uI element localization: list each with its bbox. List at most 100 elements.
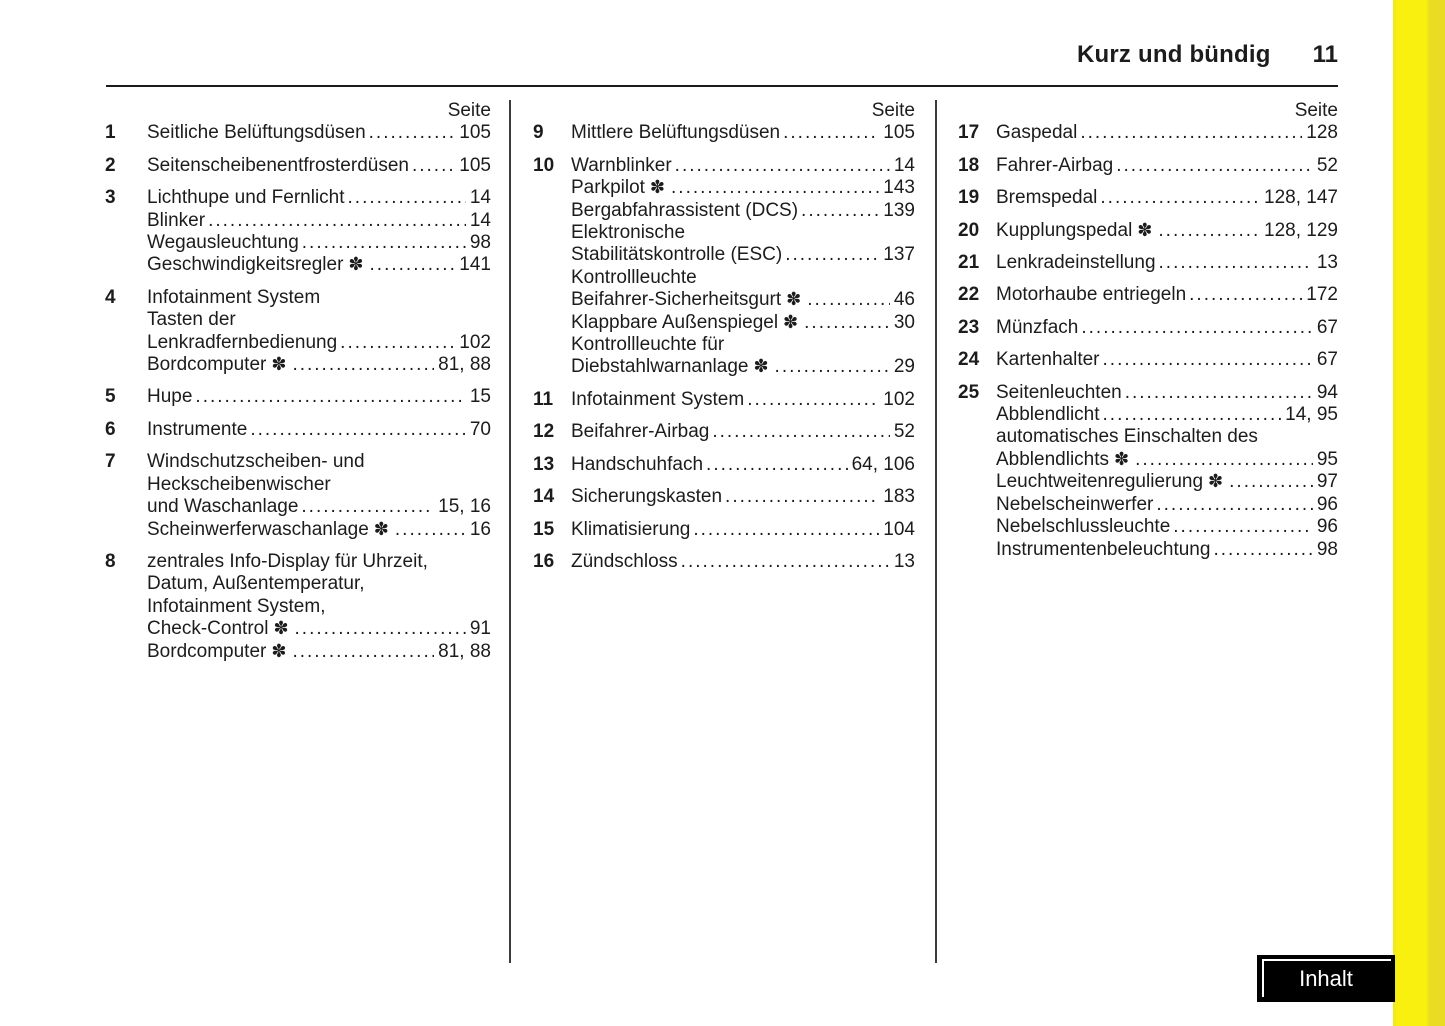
index-item: 9 Mittlere Belüftungsdüsen 105	[533, 122, 915, 144]
index-line: Bordcomputer✽ 81, 88	[147, 641, 491, 663]
entry-page-number: 64, 106	[851, 453, 915, 475]
item-number: 15	[533, 518, 555, 540]
entry-page-number: 81, 88	[438, 354, 491, 376]
entry-page-number: 102	[459, 331, 491, 353]
entry-label: Elektronische	[571, 222, 686, 244]
item-lines: Seitliche Belüftungsdüsen 105	[147, 122, 491, 144]
index-line: Kartenhalter 67	[996, 349, 1338, 371]
item-lines: Lichthupe und Fernlicht14Blinker14Wegaus…	[147, 187, 491, 277]
page-header: Kurz und bündig 11	[1077, 41, 1338, 69]
entry-page-number: 29	[893, 356, 915, 378]
index-item: 24 Kartenhalter 67	[958, 349, 1338, 371]
dot-leader	[208, 210, 466, 232]
item-lines: Fahrer-Airbag 52	[996, 155, 1338, 177]
index-item: 22 Motorhaube entriegeln 172	[958, 284, 1338, 306]
item-number: 13	[533, 453, 555, 475]
index-line: Datum, Außentemperatur,	[147, 573, 491, 595]
index-line: Hupe 15	[147, 386, 491, 408]
seite-heading: Seite	[447, 100, 491, 121]
optional-equipment-flower-icon: ✽	[649, 177, 666, 199]
entry-label: Zündschloss	[571, 550, 678, 572]
dot-leader	[1158, 220, 1260, 242]
item-lines: Zündschloss 13	[571, 551, 915, 573]
index-item: 1 Seitliche Belüftungsdüsen 105	[105, 122, 491, 144]
seite-heading: Seite	[871, 100, 915, 121]
index-line: Fahrer-Airbag 52	[996, 155, 1338, 177]
entry-label: Münzfach	[996, 316, 1079, 338]
item-lines: Motorhaube entriegeln 172	[996, 284, 1338, 306]
entry-page-number: 14, 95	[1285, 404, 1338, 426]
optional-equipment-flower-icon: ✽	[373, 518, 389, 540]
entry-page-number: 143	[883, 177, 915, 199]
dot-leader	[675, 155, 890, 177]
entry-label: Klimatisierung	[571, 518, 691, 540]
item-lines: Sicherungskasten 183	[571, 486, 915, 508]
item-lines: Klimatisierung 104	[571, 519, 915, 541]
entry-label: Beifahrer-Sicherheitsgurt	[571, 289, 782, 311]
index-line: Infotainment System 102	[571, 389, 915, 411]
dot-leader	[671, 177, 879, 199]
entry-label: Lenkradfernbedienung	[147, 331, 338, 353]
dot-leader	[369, 122, 456, 144]
index-item: 20 Kupplungspedal✽ 128, 129	[958, 220, 1338, 242]
dot-leader	[801, 200, 879, 222]
dot-leader	[785, 244, 879, 266]
item-lines: Seitenleuchten 94 Abblendlicht 14, 95 automa…	[996, 382, 1338, 561]
page-number: 11	[1312, 41, 1338, 68]
index-line: Klimatisierung 104	[571, 519, 915, 541]
entry-label: Blinker	[147, 209, 206, 231]
index-line: Parkpilot✽ 143	[571, 177, 915, 199]
entry-label: Kontrollleuchte für	[571, 334, 725, 356]
entry-label: Handschuhfach	[571, 453, 704, 475]
item-number: 5	[105, 386, 116, 408]
entry-label: Geschwindigkeitsregler	[147, 254, 344, 276]
header-rule	[106, 85, 1338, 87]
entry-label: Wegausleuchtung	[147, 232, 299, 254]
index-line: Seitenscheibenentfrosterdüsen 105	[147, 155, 491, 177]
entry-page-number: 172	[1306, 284, 1338, 306]
index-line: Stabilitätskontrolle (ESC) 137	[571, 244, 915, 266]
index-line: zentrales Info-Display für Uhrzeit,	[147, 551, 491, 573]
entry-page-number: 16	[469, 518, 491, 540]
entry-label: zentrales Info-Display für Uhrzeit,	[147, 550, 428, 572]
entry-label: Bordcomputer	[147, 640, 267, 662]
index-line: Zündschloss 13	[571, 551, 915, 573]
entry-label: automatisches Einschalten des	[996, 426, 1258, 448]
inhalt-button[interactable]: Inhalt	[1257, 955, 1395, 1002]
entry-page-number: 128	[1306, 122, 1338, 144]
entry-page-number: 14	[893, 154, 915, 176]
dot-leader	[1103, 404, 1282, 426]
item-lines: Kartenhalter 67	[996, 349, 1338, 371]
dot-leader	[775, 356, 890, 378]
index-line: Gaspedal 128	[996, 122, 1338, 144]
item-number: 24	[958, 349, 980, 371]
entry-page-number: 67	[1316, 349, 1338, 371]
entry-label: Kontrollleuchte	[571, 266, 697, 288]
index-line: Blinker 14	[147, 210, 491, 232]
entry-label: Leuchtweitenregulierung	[996, 471, 1204, 493]
entry-page-number: 96	[1316, 493, 1338, 515]
index-line: Instrumente 70	[147, 419, 491, 441]
index-line: Check-Control✽ 91	[147, 618, 491, 640]
entry-page-number: 183	[883, 486, 915, 508]
entry-page-number: 128, 147	[1264, 187, 1338, 209]
item-lines: zentrales Info-Display für Uhrzeit, Datum…	[147, 551, 491, 663]
entry-page-number: 105	[883, 122, 915, 144]
entry-page-number: 105	[459, 122, 491, 144]
optional-equipment-flower-icon: ✽	[1114, 448, 1130, 470]
index-line: und Waschanlage 15, 16	[147, 496, 491, 518]
index-line: Münzfach 67	[996, 317, 1338, 339]
index-line: Seitliche Belüftungsdüsen 105	[147, 122, 491, 144]
entry-page-number: 46	[893, 289, 915, 311]
index-item: 11 Infotainment System 102	[533, 389, 915, 411]
index-line: Motorhaube entriegeln 172	[996, 284, 1338, 306]
entry-label: Tasten der	[147, 309, 236, 331]
entry-page-number: 105	[459, 154, 491, 176]
entry-page-number: 15	[469, 386, 491, 408]
dot-leader	[1159, 252, 1313, 274]
entry-label: Klappbare Außenspiegel	[571, 311, 779, 333]
optional-equipment-flower-icon: ✽	[786, 289, 802, 311]
index-item: 12 Beifahrer-Airbag 52	[533, 421, 915, 443]
entry-page-number: 67	[1316, 316, 1338, 338]
